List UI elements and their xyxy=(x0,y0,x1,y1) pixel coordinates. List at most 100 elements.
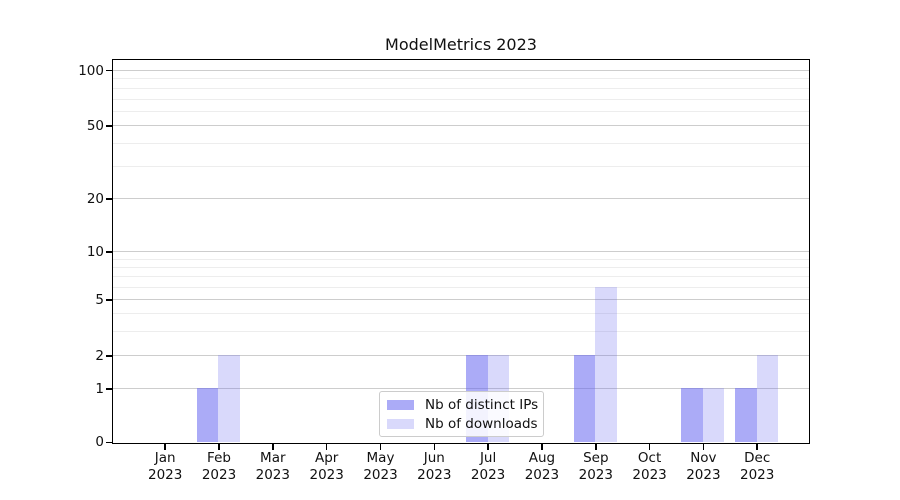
bar-downloads xyxy=(218,355,240,442)
x-tick-mark xyxy=(325,443,328,450)
y-tick-mark xyxy=(105,251,113,253)
x-tick-label-line: Feb xyxy=(207,450,231,466)
x-tick-label: Jan 2023 xyxy=(133,450,197,483)
chart-title: ModelMetrics 2023 xyxy=(385,35,537,54)
x-tick-label-line: Jul xyxy=(479,450,497,466)
x-tick-label: Apr 2023 xyxy=(295,450,359,483)
y-tick-label: 0 xyxy=(95,434,104,451)
x-tick-label-line: 2023 xyxy=(148,466,183,483)
bars-layer xyxy=(113,60,809,443)
gridline-minor xyxy=(113,110,809,112)
gridline-minor xyxy=(113,166,809,168)
legend: Nb of distinct IPs Nb of downloads xyxy=(379,391,544,437)
gridline-major xyxy=(113,251,809,253)
gridline-minor xyxy=(113,98,809,100)
x-tick-label-line: 2023 xyxy=(740,466,775,483)
gridline-minor xyxy=(113,286,809,288)
x-tick-label-line: 2023 xyxy=(417,466,452,483)
legend-item-distinct-ips: Nb of distinct IPs xyxy=(387,396,539,413)
x-tick-label: Dec 2023 xyxy=(725,450,789,483)
gridline-major xyxy=(113,355,809,357)
legend-label-distinct-ips: Nb of distinct IPs xyxy=(425,396,539,413)
x-tick-label-line: 2023 xyxy=(470,466,506,483)
x-tick-label-line: 2023 xyxy=(686,466,721,483)
x-tick-label: Jul 2023 xyxy=(456,450,520,483)
x-tick-mark xyxy=(379,443,382,450)
x-tick-label-line: Nov xyxy=(690,450,717,466)
x-tick-label-line: Dec xyxy=(744,450,771,466)
x-tick-mark xyxy=(272,443,274,450)
x-tick-label-line: Jan xyxy=(154,450,176,466)
bar-distinct-ips xyxy=(735,388,757,442)
y-tick-label: 1 xyxy=(95,381,104,397)
x-tick-label-line: 2023 xyxy=(255,466,290,483)
x-tick-mark xyxy=(433,443,436,450)
gridline-minor xyxy=(113,78,809,80)
y-tick-label: 10 xyxy=(86,244,104,260)
x-tick-label-line: 2023 xyxy=(363,466,398,483)
x-tick-label-line: Jun xyxy=(423,450,445,466)
gridline-major xyxy=(113,388,809,390)
y-tick-mark xyxy=(105,355,113,357)
gridline-minor xyxy=(113,143,809,145)
bar-distinct-ips xyxy=(196,388,219,442)
grid-layer xyxy=(113,60,809,443)
bar-downloads xyxy=(702,388,725,442)
y-tick-label: 2 xyxy=(95,348,104,364)
x-tick-label-line: Oct xyxy=(637,450,662,466)
bar-downloads xyxy=(595,286,617,442)
y-tick-mark xyxy=(105,441,113,444)
x-tick-label-line: 2023 xyxy=(201,466,237,483)
gridline-minor xyxy=(113,330,809,332)
x-tick-label: Nov 2023 xyxy=(671,450,735,483)
legend-swatch-downloads xyxy=(387,418,414,429)
y-tick-label: 5 xyxy=(95,292,104,308)
gridline-minor xyxy=(113,266,809,268)
x-tick-label-line: Aug xyxy=(528,450,556,466)
x-tick-mark xyxy=(595,443,597,450)
x-tick-mark xyxy=(487,443,489,450)
x-tick-mark xyxy=(218,443,220,450)
gridline-minor xyxy=(113,276,809,278)
bar-distinct-ips xyxy=(681,388,703,442)
gridline-major xyxy=(113,198,809,200)
y-tick-mark xyxy=(105,388,113,390)
x-tick-label: Aug 2023 xyxy=(510,450,574,483)
y-tick-mark xyxy=(105,69,113,72)
x-tick-mark xyxy=(164,443,166,450)
bar-downloads xyxy=(756,355,779,442)
x-tick-label-line: 2023 xyxy=(632,466,667,483)
gridline-major xyxy=(113,299,809,301)
gridline-minor xyxy=(113,258,809,260)
legend-item-downloads: Nb of downloads xyxy=(387,415,538,432)
x-tick-label-line: 2023 xyxy=(309,466,344,483)
plot-area xyxy=(112,59,810,444)
x-tick-label-line: Sep xyxy=(583,450,609,466)
gridline-minor xyxy=(113,87,809,89)
x-tick-mark xyxy=(648,443,651,450)
x-tick-label: Feb 2023 xyxy=(187,450,251,483)
x-tick-label-line: Apr xyxy=(315,450,339,466)
x-tick-mark xyxy=(756,443,758,450)
x-tick-label-line: 2023 xyxy=(578,466,613,483)
x-tick-label-line: Mar xyxy=(260,450,286,466)
x-tick-label: Oct 2023 xyxy=(618,450,682,483)
x-tick-label: Sep 2023 xyxy=(564,450,628,483)
bar-distinct-ips xyxy=(573,355,596,442)
y-tick-label: 20 xyxy=(86,191,104,207)
gridline-minor xyxy=(113,313,809,314)
x-tick-label: Jun 2023 xyxy=(402,450,466,483)
gridline-major xyxy=(113,70,809,71)
legend-label-downloads: Nb of downloads xyxy=(425,415,538,432)
legend-swatch-distinct-ips xyxy=(387,399,414,410)
x-tick-mark xyxy=(541,443,543,450)
x-tick-label: May 2023 xyxy=(349,450,413,483)
y-tick-mark xyxy=(105,125,113,127)
x-tick-label-line: 2023 xyxy=(524,466,560,483)
x-tick-label: Mar 2023 xyxy=(241,450,305,483)
y-tick-mark xyxy=(105,299,113,301)
y-tick-label: 100 xyxy=(78,62,104,79)
x-tick-label-line: May xyxy=(366,450,395,466)
y-tick-mark xyxy=(105,198,113,200)
